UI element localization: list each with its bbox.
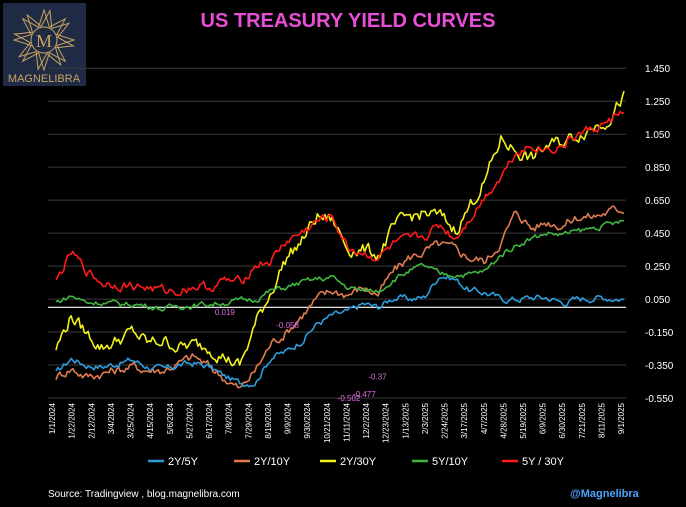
annotation-label: -0.058: [276, 321, 299, 330]
x-tick-label: 3/17/2025: [460, 402, 469, 438]
series-lines: [55, 90, 625, 389]
series-line: [55, 274, 625, 388]
y-tick-label: 1.450: [645, 64, 670, 75]
x-tick-label: 10/21/2024: [323, 402, 332, 443]
series-line: [55, 110, 625, 297]
x-tick-label: 1/1/2024: [48, 402, 57, 434]
x-tick-label: 7/21/2025: [578, 402, 587, 438]
legend-label: 2Y/30Y: [340, 456, 377, 468]
legend-label: 2Y/10Y: [254, 456, 291, 468]
source-text: Source: Tradingview , blog.magnelibra.co…: [48, 489, 240, 500]
x-tick-label: 9/30/2024: [303, 402, 312, 438]
y-tick-label: 1.050: [645, 130, 670, 141]
x-axis-ticks: 1/1/2024 1/22/2024 2/12/2024 3/4/2024 3/25/2…: [48, 402, 626, 443]
grid-lines: [48, 67, 626, 399]
annotation-label: -0.37: [368, 372, 387, 381]
series-line: [55, 205, 625, 389]
x-tick-label: 9/1/2025: [617, 402, 626, 434]
legend-label: 5Y/10Y: [432, 456, 469, 468]
series-line: [55, 219, 625, 312]
y-axis-ticks: -0.550 -0.350 -0.150 0.050 0.250 0.450 0.650 0.…: [645, 64, 674, 405]
y-tick-label: -0.150: [645, 328, 674, 339]
y-tick-label: 0.050: [645, 295, 670, 306]
x-tick-label: 12/23/2024: [382, 402, 391, 443]
x-tick-label: 2/3/2025: [421, 402, 430, 434]
annotations: 0.019 -0.058 -0.37 -0.477-0.502: [215, 308, 387, 403]
x-tick-label: 9/9/2024: [284, 402, 293, 434]
x-tick-label: 7/8/2024: [225, 402, 234, 434]
legend: 2Y/5Y 2Y/10Y 2Y/30Y 5Y/10Y 5Y / 30Y: [148, 456, 565, 468]
x-tick-label: 4/28/2025: [499, 402, 508, 438]
x-tick-label: 12/2/2024: [362, 402, 371, 438]
y-tick-label: 0.650: [645, 196, 670, 207]
logo-background: [3, 3, 86, 86]
magnelibra-logo: M MAGNELIBRA: [3, 3, 86, 86]
handle-text: @Magnelibra: [570, 488, 640, 500]
x-tick-label: 6/30/2025: [558, 402, 567, 438]
y-tick-label: -0.550: [645, 394, 674, 405]
logo-brand-name: MAGNELIBRA: [8, 73, 81, 85]
chart-title: US TREASURY YIELD CURVES: [201, 10, 496, 32]
x-tick-label: 4/15/2024: [146, 402, 155, 438]
annotation-label: -0.477: [353, 390, 376, 399]
annotation-label: -0.502: [338, 394, 361, 403]
legend-label: 5Y / 30Y: [522, 456, 565, 468]
x-tick-label: 6/9/2025: [539, 402, 548, 434]
x-tick-label: 5/6/2024: [166, 402, 175, 434]
x-tick-label: 5/27/2024: [185, 402, 194, 438]
x-tick-label: 3/25/2024: [127, 402, 136, 438]
x-tick-label: 6/17/2024: [205, 402, 214, 438]
x-tick-label: 2/24/2025: [441, 402, 450, 438]
logo-monogram: M: [36, 31, 52, 51]
y-tick-label: 1.250: [645, 97, 670, 108]
x-tick-label: 8/11/2025: [597, 402, 606, 438]
x-tick-label: 5/19/2025: [519, 402, 528, 438]
x-tick-label: 2/12/2024: [87, 402, 96, 438]
x-tick-label: 7/29/2024: [244, 402, 253, 438]
x-tick-label: 11/11/2024: [342, 402, 351, 441]
x-tick-label: 3/4/2024: [107, 402, 116, 434]
y-tick-label: 0.250: [645, 262, 670, 273]
series-line: [55, 90, 625, 367]
x-tick-label: 1/22/2024: [68, 402, 77, 438]
legend-label: 2Y/5Y: [168, 456, 199, 468]
y-tick-label: 0.450: [645, 229, 670, 240]
logo-star-icon: [12, 8, 76, 72]
y-tick-label: -0.350: [645, 361, 674, 372]
y-tick-label: 0.850: [645, 163, 670, 174]
x-tick-label: 4/7/2025: [480, 402, 489, 434]
annotation-label: 0.019: [215, 308, 236, 317]
x-tick-label: 1/13/2025: [401, 402, 410, 438]
x-tick-label: 8/19/2024: [264, 402, 273, 438]
